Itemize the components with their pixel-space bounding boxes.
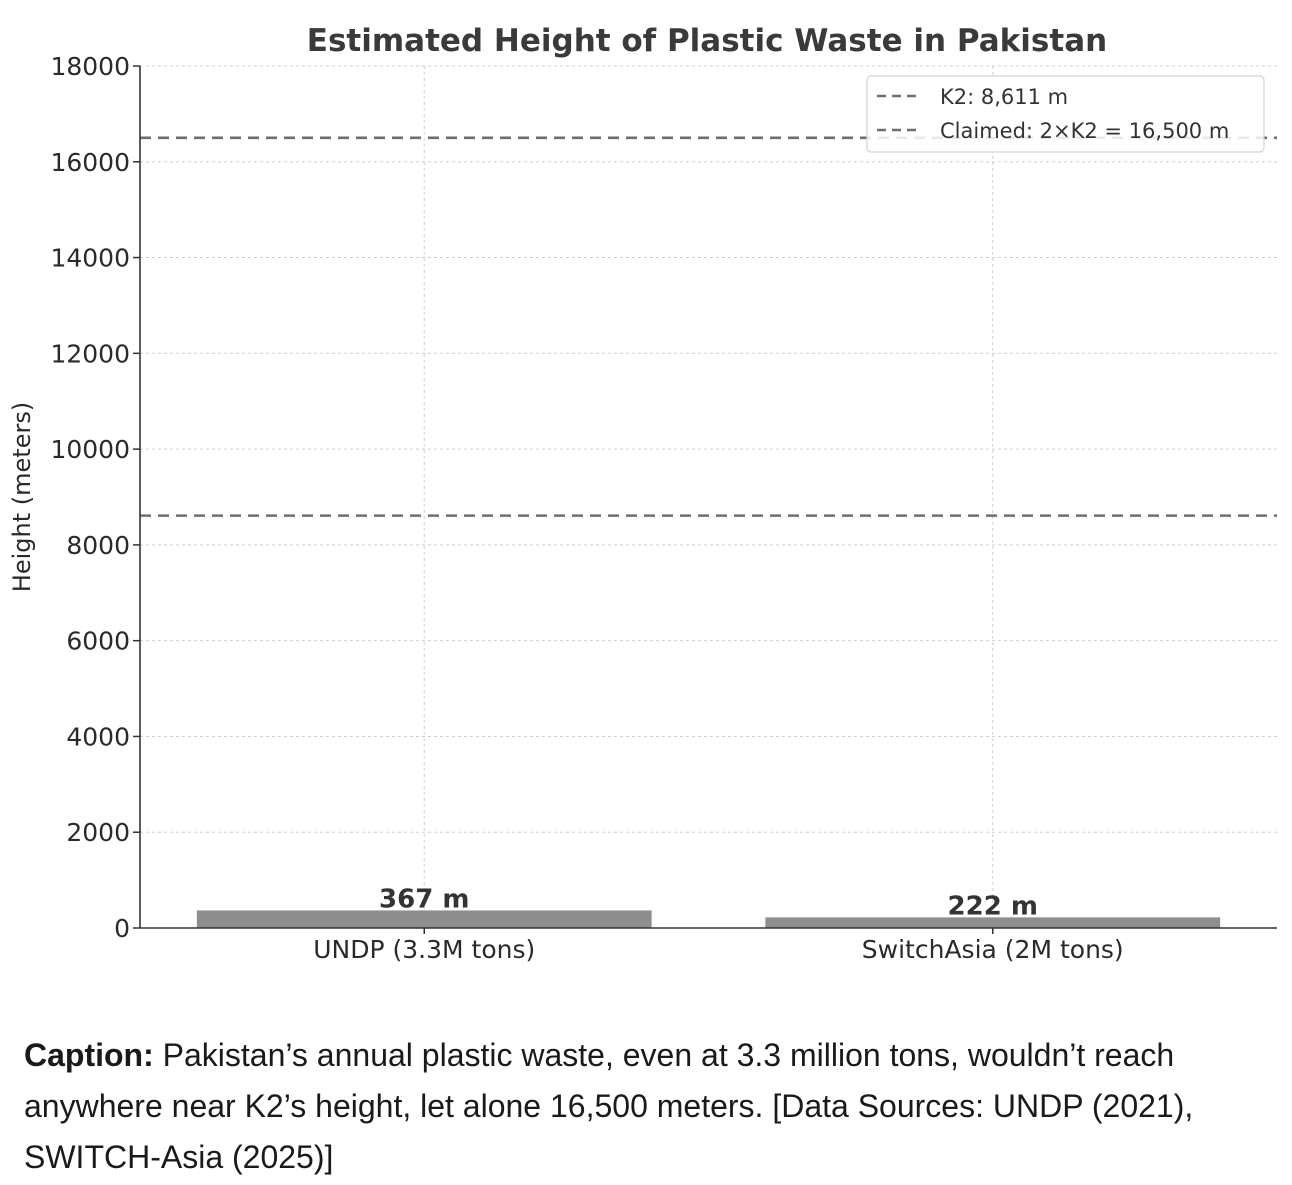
y-tick-labels: 0 2000 4000 6000 8000 10000 12000 14000 16000 180… <box>50 52 130 943</box>
legend-entry: K2: 8,611 m <box>940 85 1068 109</box>
x-tick-label: UNDP (3.3M tons) <box>313 935 535 964</box>
x-tick-label: SwitchAsia (2M tons) <box>862 935 1124 964</box>
axes <box>133 65 1277 934</box>
y-tick-label: 2000 <box>66 818 130 847</box>
legend: K2: 8,611 m Claimed: 2×K2 = 16,500 m <box>866 75 1265 153</box>
grid-lines <box>140 65 1277 929</box>
y-tick-label: 16000 <box>50 148 130 177</box>
reference-lines <box>140 136 1277 517</box>
y-tick-label: 6000 <box>66 627 130 656</box>
data-label: 222 m <box>948 891 1038 921</box>
bar-chart: Estimated Height of Plastic Waste in Pak… <box>8 23 1277 964</box>
legend-entry: Claimed: 2×K2 = 16,500 m <box>940 119 1229 143</box>
y-tick-label: 4000 <box>66 722 130 751</box>
data-label: 367 m <box>379 884 469 914</box>
y-tick-label: 10000 <box>50 435 130 464</box>
y-axis-label: Height (meters) <box>8 402 36 592</box>
y-tick-label: 14000 <box>50 244 130 273</box>
bar-2 <box>765 917 1221 928</box>
y-tick-label: 8000 <box>66 531 130 560</box>
y-tick-label: 12000 <box>50 339 130 368</box>
y-tick-label: 18000 <box>50 52 130 81</box>
legend-box <box>866 75 1265 153</box>
chart-title: Estimated Height of Plastic Waste in Pak… <box>307 23 1107 59</box>
caption-label: Caption: <box>24 1037 154 1073</box>
y-tick-label: 0 <box>114 914 130 943</box>
data-labels: 367 m 222 m <box>379 884 1038 921</box>
x-tick-labels: UNDP (3.3M tons) SwitchAsia (2M tons) <box>313 935 1123 964</box>
bars <box>196 910 1221 928</box>
bar-1 <box>196 910 652 928</box>
chart-caption: Caption: Pakistan’s annual plastic waste… <box>24 1030 1264 1183</box>
caption-text: Pakistan’s annual plastic waste, even at… <box>24 1037 1194 1175</box>
